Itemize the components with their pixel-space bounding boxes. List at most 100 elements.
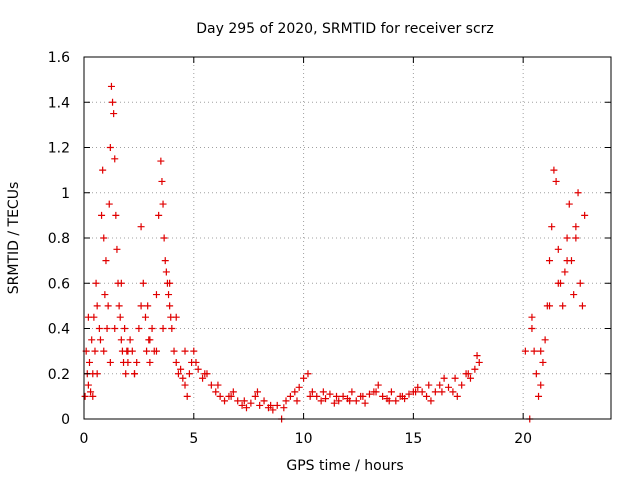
data-point — [535, 392, 543, 400]
data-point — [282, 397, 290, 405]
data-point — [379, 392, 387, 400]
data-point — [546, 302, 554, 310]
chart-title: Day 295 of 2020, SRMTID for receiver scr… — [196, 21, 494, 37]
data-point — [115, 302, 123, 310]
y-tick-label: 1.2 — [48, 141, 70, 157]
data-point — [152, 347, 160, 355]
data-point — [96, 336, 104, 344]
data-point — [93, 302, 101, 310]
y-axis-ticks: 0 0.2 0.4 0.6 0.8 1 1.2 1.4 1.6 — [48, 50, 611, 428]
data-point — [146, 358, 154, 366]
data-point — [194, 365, 202, 373]
data-point — [572, 223, 580, 231]
data-point — [330, 399, 338, 407]
y-tick-label: 1 — [61, 186, 70, 202]
data-point — [229, 388, 237, 396]
data-point — [466, 374, 474, 382]
data-point — [431, 388, 439, 396]
data-point — [352, 397, 360, 405]
data-point — [425, 381, 433, 389]
data-point — [111, 155, 119, 163]
data-point — [121, 325, 129, 332]
data-point — [98, 211, 106, 219]
data-point — [293, 397, 301, 405]
data-point — [212, 388, 220, 396]
data-point — [423, 392, 431, 400]
data-point — [133, 358, 141, 366]
data-point — [240, 397, 248, 405]
data-point — [405, 390, 413, 398]
data-point — [168, 325, 176, 332]
data-point — [117, 279, 125, 287]
data-point — [453, 392, 461, 400]
data-point — [172, 358, 180, 366]
data-point — [317, 397, 325, 405]
data-point — [267, 401, 275, 409]
data-point — [335, 397, 343, 405]
y-tick-label: 0 — [61, 412, 70, 428]
y-tick-label: 1.4 — [48, 95, 70, 111]
data-point — [256, 401, 264, 409]
data-point — [561, 268, 569, 276]
data-point — [81, 392, 89, 400]
data-point — [251, 392, 259, 400]
data-point — [304, 370, 312, 378]
data-point — [385, 397, 393, 405]
y-tick-label: 0.6 — [48, 276, 70, 292]
data-point — [532, 370, 540, 378]
data-point — [286, 392, 294, 400]
data-point — [537, 381, 545, 389]
data-point — [574, 189, 582, 197]
y-tick-label: 1.6 — [48, 50, 70, 66]
data-point — [550, 166, 558, 174]
data-point — [578, 302, 586, 310]
data-point — [539, 358, 547, 366]
x-tick-label: 5 — [189, 431, 198, 447]
data-point — [530, 347, 538, 355]
data-point — [159, 325, 167, 332]
data-point — [372, 388, 380, 396]
data-point — [552, 177, 560, 185]
data-point — [137, 223, 145, 231]
data-point — [172, 313, 180, 321]
data-point — [313, 392, 321, 400]
data-point — [152, 291, 160, 299]
data-point — [308, 388, 316, 396]
data-point — [174, 370, 182, 378]
data-point — [99, 166, 107, 174]
data-point — [306, 392, 314, 400]
data-point — [158, 177, 166, 185]
data-point — [291, 388, 299, 396]
data-point — [458, 381, 466, 389]
data-point — [418, 388, 426, 396]
data-point — [473, 352, 481, 360]
data-point — [113, 245, 121, 253]
data-point — [398, 392, 406, 400]
data-point — [563, 234, 571, 242]
data-point — [84, 381, 92, 389]
data-point — [207, 381, 215, 389]
data-point — [559, 302, 567, 310]
y-tick-label: 0.2 — [48, 367, 70, 383]
y-tick-label: 0.8 — [48, 231, 70, 247]
data-point — [100, 234, 108, 242]
data-point — [109, 98, 117, 106]
data-point — [576, 279, 584, 287]
data-point — [93, 370, 101, 378]
x-tick-label: 20 — [514, 431, 532, 447]
data-point — [269, 406, 277, 414]
data-point — [471, 365, 479, 373]
data-point — [319, 388, 327, 396]
data-point — [95, 325, 103, 332]
data-point — [227, 392, 235, 400]
data-point — [528, 325, 536, 332]
data-point — [104, 302, 112, 310]
data-point — [110, 110, 118, 118]
data-point — [91, 347, 99, 355]
data-point — [199, 374, 207, 382]
data-point — [139, 279, 147, 287]
data-point — [185, 370, 193, 378]
data-point — [214, 381, 222, 389]
data-point — [85, 358, 93, 366]
